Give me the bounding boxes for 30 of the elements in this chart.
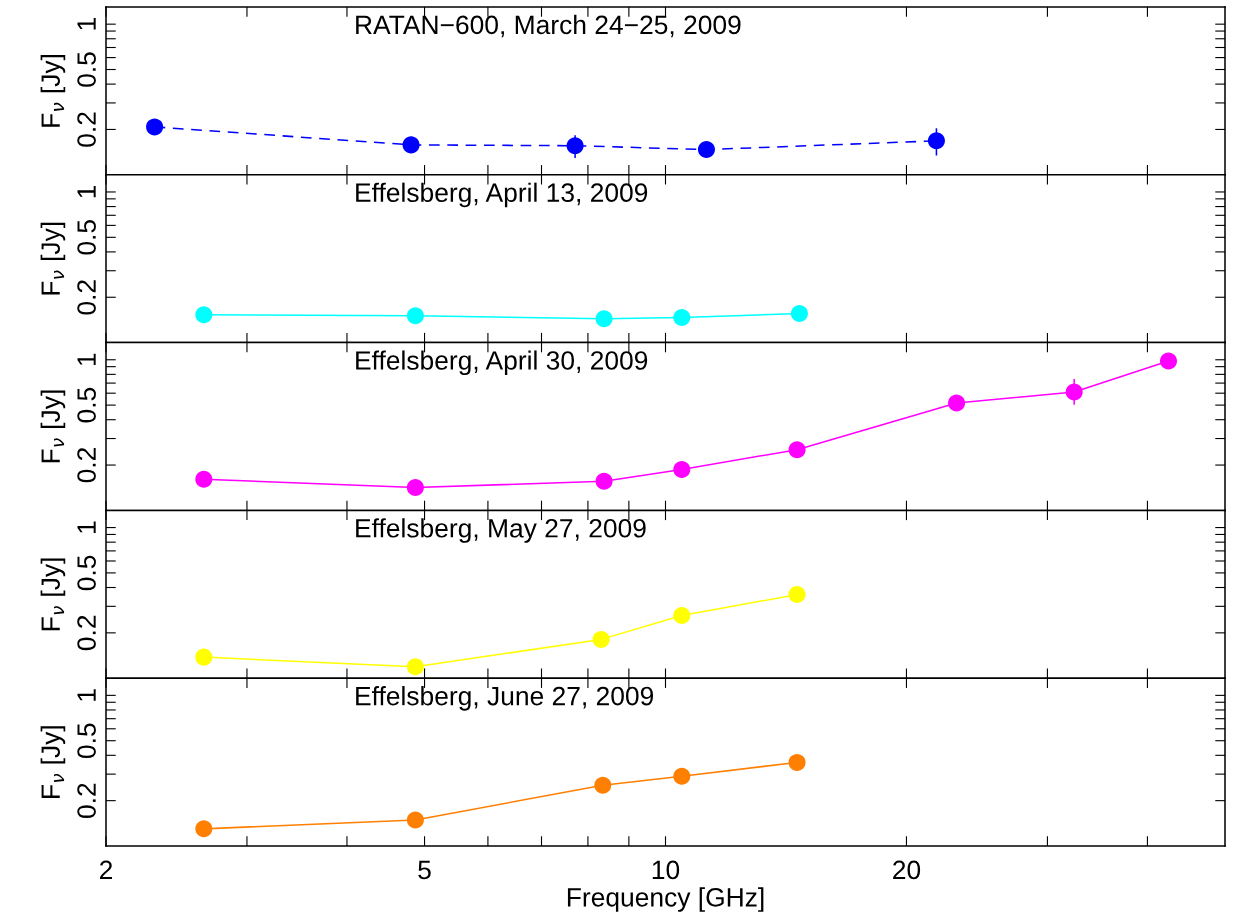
y-axis-title: F$_{ν}$ [Jy] — [40, 54, 66, 127]
y-axis-title: F$_{ν}$ [Jy] — [40, 726, 66, 798]
y-tick-label: 1 — [77, 185, 96, 198]
y-tick-label: 0.5 — [77, 387, 96, 423]
y-tick-label: 1 — [77, 689, 96, 701]
x-tick-label: 20 — [893, 860, 921, 880]
x-tick-label: 10 — [652, 860, 680, 880]
y-tick-label: 1 — [77, 18, 96, 30]
y-tick-label: 0.2 — [77, 783, 96, 818]
x-tick-label: 5 — [418, 860, 431, 880]
y-tick-label: 0.2 — [77, 615, 96, 651]
x-axis-title: Frequency [GHz] — [567, 887, 764, 912]
y-tick-label: 0.2 — [77, 448, 96, 483]
y-axis-title: F$_{ν}$ [Jy] — [40, 558, 66, 631]
chart-title: Effelsberg, May 27, 2009 — [356, 518, 646, 543]
x-tick-label: 2 — [99, 860, 113, 880]
chart-title: Effelsberg, April 30, 2009 — [356, 350, 648, 376]
y-tick-label: 1 — [77, 353, 96, 366]
y-tick-label: 0.5 — [77, 220, 96, 255]
y-axis-title: F$_{ν}$ [Jy] — [40, 222, 66, 295]
chart-title: RATAN−600, March 24−25, 2009 — [356, 14, 741, 38]
y-tick-label: 0.5 — [77, 723, 96, 759]
y-axis-title: F$_{ν}$ [Jy] — [40, 390, 66, 463]
y-tick-label: 0.2 — [77, 112, 96, 147]
y-tick-label: 0.2 — [77, 280, 96, 315]
y-tick-label: 0.5 — [77, 52, 96, 87]
y-tick-label: 1 — [77, 521, 96, 533]
chart-title: Effelsberg, June 27, 2009 — [356, 686, 654, 711]
chart-title: Effelsberg, April 13, 2009 — [356, 182, 648, 208]
y-tick-label: 0.5 — [77, 555, 96, 591]
